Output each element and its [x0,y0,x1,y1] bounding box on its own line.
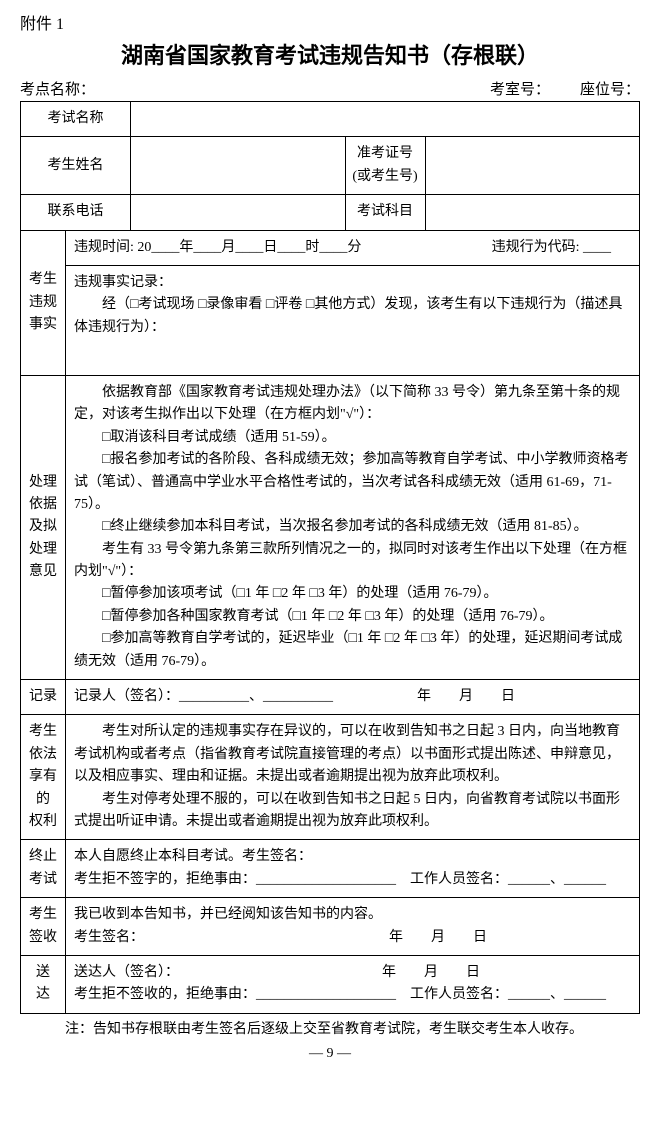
handling-b2[interactable]: □报名参加考试的各阶段、各科成绩无效；参加高等教育自学考试、中小学教师资格考试（… [74,449,631,516]
handling-b1[interactable]: □取消该科目考试成绩（适用 51-59）。 [74,427,631,449]
handling-b4[interactable]: □暂停参加该项考试（□1 年 □2 年 □3 年）的处理（适用 76-79）。 [74,583,631,605]
header-line: 考点名称： 考室号： 座位号： [20,78,640,99]
exam-name-field[interactable] [131,102,640,137]
handling-cell: 依据教育部《国家教育考试违规处理办法》（以下简称 33 号令）第九条至第十条的规… [66,375,640,679]
delivery-l2[interactable]: 考生拒不签收的，拒绝事由：____________________ 工作人员签名… [74,984,631,1006]
student-name-field[interactable] [131,137,346,195]
record-body[interactable]: 记录人（签名）：__________、__________ 年 月 日 [66,680,640,715]
handling-p1: 依据教育部《国家教育考试违规处理办法》（以下简称 33 号令）第九条至第十条的规… [74,382,631,427]
delivery-cell: 送达人（签名）： 年 月 日 考生拒不签收的，拒绝事由：____________… [66,955,640,1013]
handling-b6[interactable]: □参加高等教育自学考试的，延迟毕业（□1 年 □2 年 □3 年）的处理，延迟期… [74,628,631,673]
seat-label: 座位号： [580,78,640,99]
exam-name-label: 考试名称 [21,102,131,137]
room-label: 考室号： [490,78,550,99]
delivery-label: 送 达 [21,955,66,1013]
rights-p1: 考生对所认定的违规事实存在异议的，可以在收到告知书之日起 3 日内，向当地教育考… [74,721,631,788]
subject-label: 考试科目 [345,195,425,230]
handling-section-label: 处理 依据 及拟 处理 意见 [21,375,66,679]
rights-cell: 考生对所认定的违规事实存在异议的，可以在收到告知书之日起 3 日内，向当地教育考… [66,715,640,840]
violation-time-text: 违规时间: 20____年____月____日____时____分 [74,240,361,255]
handling-b5[interactable]: □暂停参加各种国家教育考试（□1 年 □2 年 □3 年）的处理（适用 76-7… [74,606,631,628]
receipt-l2[interactable]: 考生签名： 年 月 日 [74,927,631,949]
violation-time-row: 违规时间: 20____年____月____日____时____分 违规行为代码… [66,230,640,265]
violation-section-label: 考生 违规 事实 [21,230,66,375]
terminate-l1[interactable]: 本人自愿终止本科目考试。考生签名： [74,846,631,868]
violation-record-cell: 违规事实记录： 经（□考试现场 □录像审看 □评卷 □其他方式）发现，该考生有以… [66,265,640,375]
receipt-l1: 我已收到本告知书，并已经阅知该告知书的内容。 [74,904,631,926]
receipt-cell: 我已收到本告知书，并已经阅知该告知书的内容。 考生签名： 年 月 日 [66,898,640,956]
terminate-label: 终止 考试 [21,840,66,898]
subject-field[interactable] [425,195,640,230]
handling-p2: 考生有 33 号令第九条第三款所列情况之一的，拟同时对该考生作出以下处理（在方框… [74,539,631,584]
student-name-label: 考生姓名 [21,137,131,195]
phone-label: 联系电话 [21,195,131,230]
receipt-label: 考生 签收 [21,898,66,956]
violation-record-body: 经（□考试现场 □录像审看 □评卷 □其他方式）发现，该考生有以下违规行为（描述… [74,294,631,339]
ticket-no-field[interactable] [425,137,640,195]
handling-b3[interactable]: □终止继续参加本科目考试，当次报名参加考试的各科成绩无效（适用 81-85）。 [74,516,631,538]
record-label: 记录 [21,680,66,715]
attachment-label: 附件 1 [20,10,640,34]
ticket-no-label: 准考证号 (或考生号) [345,137,425,195]
violation-code-text: 违规行为代码: ____ [492,237,631,259]
terminate-cell: 本人自愿终止本科目考试。考生签名： 考生拒不签字的，拒绝事由：_________… [66,840,640,898]
delivery-l1[interactable]: 送达人（签名）： 年 月 日 [74,962,631,984]
form-table: 考试名称 考生姓名 准考证号 (或考生号) 联系电话 考试科目 考生 违规 事实… [20,101,640,1014]
rights-label: 考生 依法 享有 的 权利 [21,715,66,840]
terminate-l2[interactable]: 考生拒不签字的，拒绝事由：____________________ 工作人员签名… [74,869,631,891]
phone-field[interactable] [131,195,346,230]
site-label: 考点名称： [20,78,95,99]
rights-p2: 考生对停考处理不服的，可以在收到告知书之日起 5 日内，向省教育考试院以书面形式… [74,789,631,834]
violation-record-label: 违规事实记录： [74,272,631,294]
page-number: — 9 — [20,1046,640,1062]
footer-note: 注：告知书存根联由考生签名后逐级上交至省教育考试院，考生联交考生本人收存。 [20,1018,640,1038]
page-title: 湖南省国家教育考试违规告知书（存根联） [20,38,640,70]
